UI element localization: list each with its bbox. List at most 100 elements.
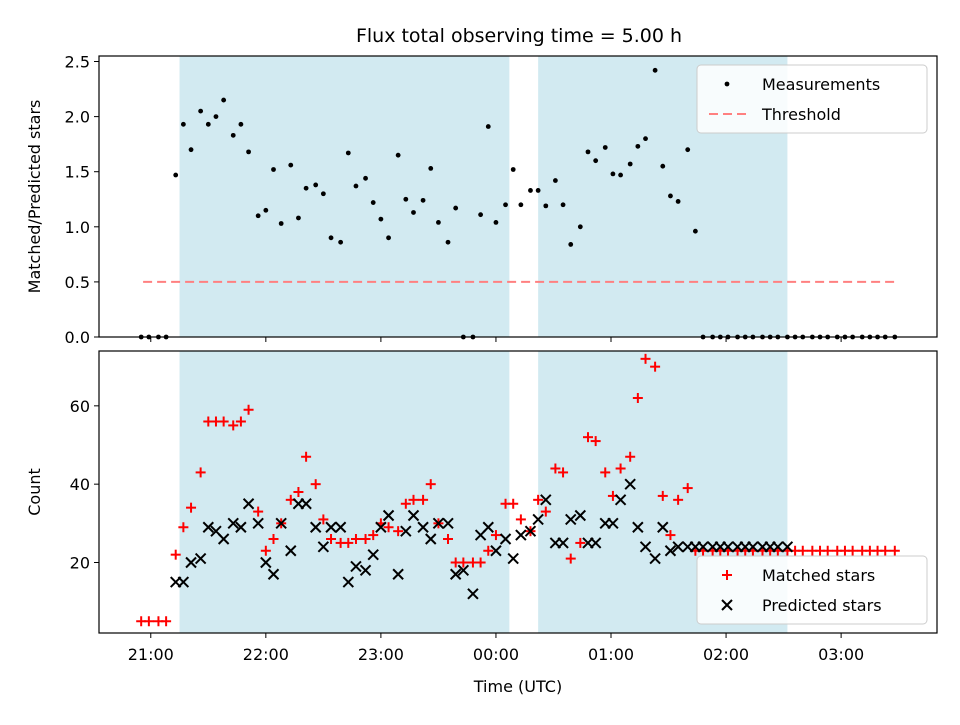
y-tick-label: 20 <box>70 554 90 573</box>
matched-marker <box>632 393 643 403</box>
measurement-point <box>338 239 344 245</box>
measurement-point <box>485 124 491 129</box>
measurement-point <box>271 167 276 172</box>
matched-marker <box>218 416 229 427</box>
measurement-point <box>652 67 658 73</box>
predicted-marker <box>624 478 636 490</box>
shaded-interval-1 <box>179 56 510 337</box>
matched-marker <box>260 545 271 556</box>
measurement-point <box>503 202 508 208</box>
measurement-point <box>528 188 533 193</box>
matched-marker <box>143 616 154 627</box>
predicted-marker <box>632 521 644 533</box>
measurement-point <box>478 212 484 218</box>
matched-marker <box>575 537 586 548</box>
measurement-point <box>345 150 351 156</box>
measurement-point <box>320 191 326 197</box>
measurement-point <box>173 172 179 178</box>
legend-marker-measurements <box>724 81 730 87</box>
predicted-marker <box>467 588 479 600</box>
y-tick-label: 0.5 <box>65 273 90 292</box>
predicted-marker <box>300 498 312 510</box>
y-tick-label: 2.5 <box>65 53 90 72</box>
y-tick-label: 1.5 <box>65 163 90 182</box>
matched-marker <box>582 432 593 443</box>
x-tick-label: 02:00 <box>703 645 749 664</box>
legend-box <box>696 64 928 134</box>
matched-marker <box>178 522 189 533</box>
measurement-point <box>543 203 549 209</box>
matched-marker <box>318 514 329 525</box>
shaded-interval-1 <box>179 351 510 633</box>
predicted-marker <box>657 521 669 533</box>
matched-marker <box>301 451 312 462</box>
matched-marker <box>393 526 404 537</box>
measurement-point <box>618 172 623 178</box>
measurement-point <box>296 215 301 221</box>
predicted-marker <box>242 498 255 510</box>
measurement-point <box>510 167 516 172</box>
legend-marker-predicted <box>721 599 733 611</box>
x-tick-label: 01:00 <box>588 645 634 664</box>
predicted-marker <box>649 552 661 565</box>
predicted-marker <box>267 568 280 580</box>
measurement-point <box>585 149 591 155</box>
measurement-point <box>535 188 541 193</box>
predicted-marker <box>722 541 734 553</box>
matched-marker <box>600 467 611 478</box>
measurement-point <box>288 162 294 168</box>
matched-marker <box>490 530 501 541</box>
predicted-marker <box>407 509 420 522</box>
matched-marker <box>540 506 551 517</box>
predicted-marker <box>747 541 759 553</box>
predicted-marker <box>235 521 247 533</box>
measurement-point <box>692 228 698 234</box>
predicted-marker <box>425 533 437 545</box>
measurement-point <box>420 197 426 203</box>
matched-marker <box>293 487 304 497</box>
predicted-marker <box>432 517 445 530</box>
matched-marker <box>350 534 361 544</box>
x-tick-label: 23:00 <box>358 645 404 664</box>
matched-marker <box>458 557 469 568</box>
matched-marker <box>235 416 246 427</box>
predicted-marker <box>367 548 379 561</box>
measurement-point <box>213 114 219 120</box>
panel-bottom: 20 40 60 21:00 22:00 23:00 00:00 01:00 02:00 03:0… <box>25 350 938 696</box>
measurement-point <box>660 163 666 169</box>
legend-top: Measurements Threshold <box>696 64 928 134</box>
matched-marker <box>475 557 486 568</box>
measurement-point <box>428 166 434 171</box>
predicted-marker <box>574 509 587 522</box>
chart-title: Flux total observing time = 5.00 h <box>356 25 682 47</box>
legend-marker-matched <box>722 570 732 580</box>
legend-label: Measurements <box>762 75 880 94</box>
matched-marker <box>797 545 808 556</box>
measurement-point <box>577 224 583 230</box>
matched-marker <box>682 483 693 494</box>
matched-marker <box>640 353 651 364</box>
legend-label: Predicted stars <box>762 596 882 615</box>
panel-top: 0.0 0.5 1.0 1.5 2.0 2.5 Matched/Predicted star… <box>25 53 938 347</box>
predicted-marker <box>664 545 677 557</box>
matched-marker <box>343 537 354 548</box>
y-tick-label: 40 <box>70 475 90 494</box>
measurement-point <box>436 219 441 225</box>
matched-marker <box>186 502 197 513</box>
measurement-point <box>403 196 409 202</box>
predicted-marker <box>350 560 362 573</box>
measurement-point <box>198 108 204 114</box>
matched-marker <box>425 479 436 490</box>
predicted-marker <box>227 517 239 530</box>
predicted-marker <box>309 521 322 533</box>
matched-marker <box>565 553 576 564</box>
predicted-marker <box>697 541 709 553</box>
matched-marker <box>822 545 833 556</box>
predicted-marker <box>449 568 462 580</box>
measurement-point <box>353 183 359 189</box>
matched-marker <box>326 534 337 544</box>
y-tick-label: 2.0 <box>65 108 90 127</box>
measurement-point <box>378 216 384 222</box>
predicted-marker <box>325 521 337 533</box>
measurement-point <box>493 219 499 225</box>
